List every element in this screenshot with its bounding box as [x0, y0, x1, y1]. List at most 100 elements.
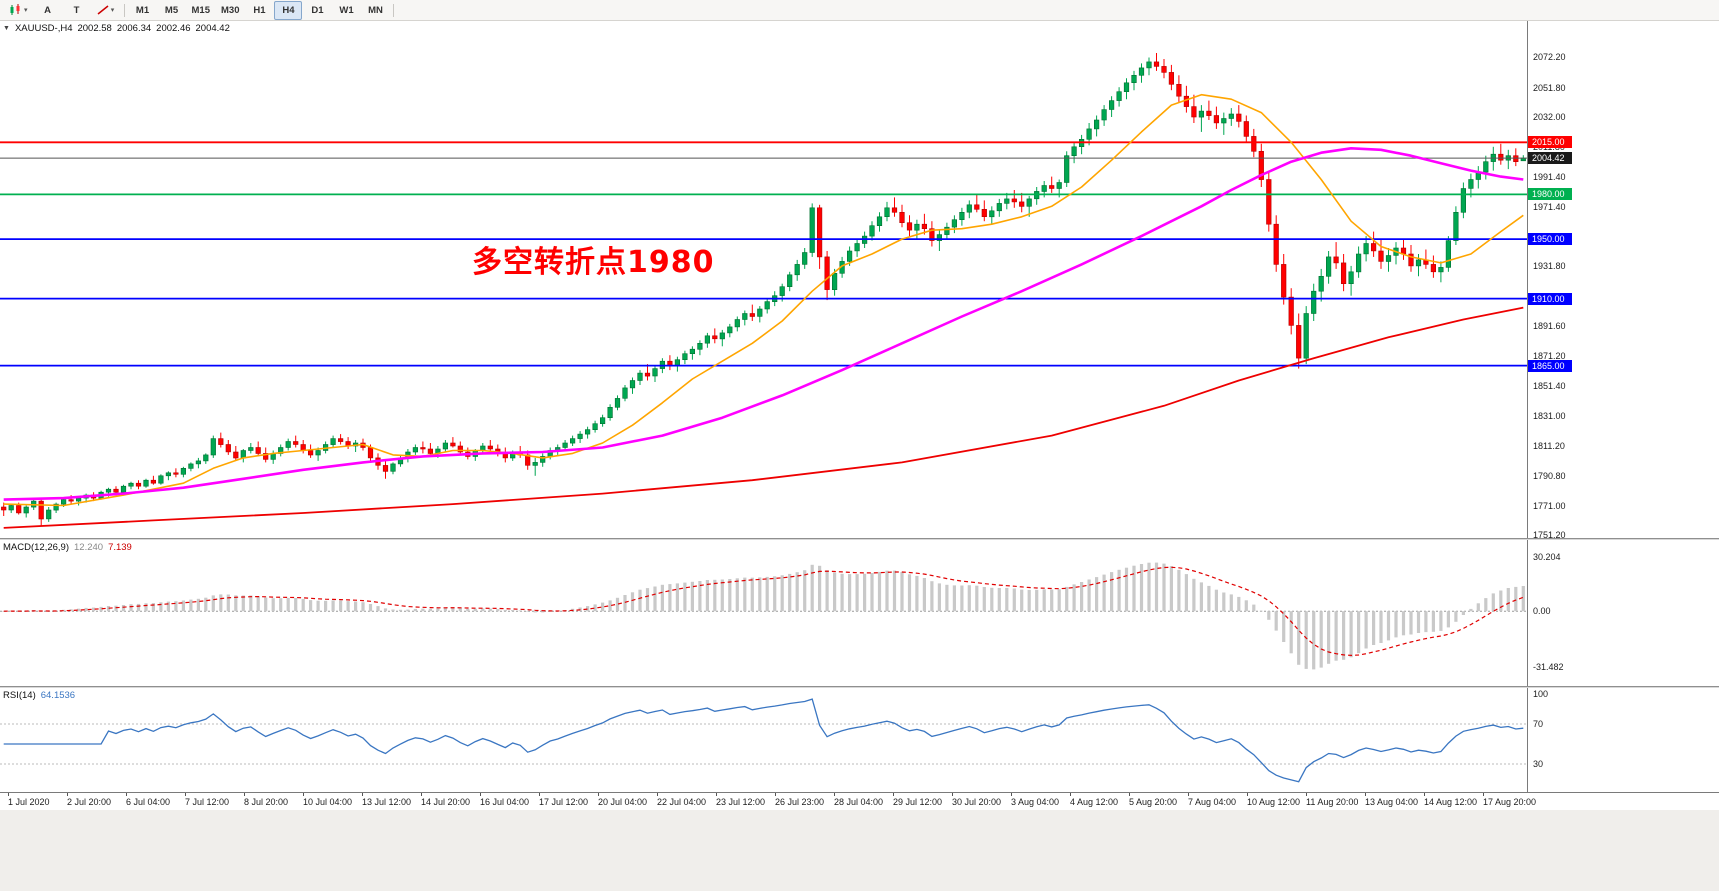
- price-tag-1950.00: 1950.00: [1528, 233, 1572, 245]
- cursor-mode-button[interactable]: A: [34, 1, 62, 20]
- price-axis-label: 2072.20: [1533, 52, 1566, 62]
- macd-axis-label: -31.482: [1533, 662, 1564, 672]
- time-axis-label: 23 Jul 12:00: [716, 797, 766, 807]
- macd-signal-value: 7.139: [108, 542, 132, 553]
- rsi-chart[interactable]: [0, 688, 1527, 792]
- pane-separator-macd[interactable]: [0, 538, 1719, 540]
- time-axis-label: 14 Jul 20:00: [421, 797, 471, 807]
- caret-down-icon: ▾: [110, 7, 115, 14]
- price-axis-label: 1771.00: [1533, 501, 1566, 511]
- time-axis-tick: [185, 793, 186, 796]
- time-axis-label: 22 Jul 04:00: [657, 797, 707, 807]
- time-axis-tick: [1011, 793, 1012, 796]
- time-axis[interactable]: 1 Jul 2020 2 Jul 20:00 6 Jul 04:00 7 Jul 12…: [0, 792, 1719, 810]
- price-axis-label: 1971.40: [1533, 202, 1566, 212]
- timeframe-button-m30[interactable]: M30: [221, 4, 240, 16]
- time-axis-tick: [893, 793, 894, 796]
- candlestick-icon: [10, 4, 20, 15]
- time-axis-tick: [716, 793, 717, 796]
- macd-axis[interactable]: 30.204 0.00 -31.482: [1527, 540, 1719, 686]
- chart-annotation-text[interactable]: 多空转折点1980: [472, 245, 715, 280]
- timeframe-button-m15[interactable]: M15: [191, 4, 210, 16]
- price-axis-label: 1891.60: [1533, 321, 1566, 331]
- time-axis-label: 17 Aug 20:00: [1483, 797, 1537, 807]
- price-axis-label: 1851.40: [1533, 381, 1566, 391]
- time-axis-tick: [1247, 793, 1248, 796]
- rsi-label: RSI(14): [3, 690, 36, 701]
- price-axis-label: 1811.20: [1533, 441, 1565, 451]
- caret-down-icon: ▾: [24, 7, 28, 14]
- time-axis-label: 17 Jul 12:00: [539, 797, 589, 807]
- time-axis-tick: [1365, 793, 1366, 796]
- time-axis-label: 28 Jul 04:00: [834, 797, 884, 807]
- price-axis-label: 1790.80: [1533, 471, 1566, 481]
- timeframe-button-h1[interactable]: H1: [253, 4, 266, 16]
- time-axis-tick: [1483, 793, 1484, 796]
- time-axis-label: 8 Jul 20:00: [244, 797, 289, 807]
- time-axis-tick: [598, 793, 599, 796]
- symbol-info: ▼ XAUUSD-,H4 2002.58 2006.34 2002.46 200…: [3, 23, 230, 34]
- time-axis-label: 4 Aug 12:00: [1070, 797, 1119, 807]
- timeframe-button-m1[interactable]: M1: [135, 4, 150, 16]
- candlestick-chart[interactable]: [0, 21, 1527, 538]
- pane-separator-rsi[interactable]: [0, 686, 1719, 688]
- text-tool-button[interactable]: T: [63, 1, 91, 20]
- time-axis-tick: [244, 793, 245, 796]
- price-axis-label: 1991.40: [1533, 172, 1566, 182]
- macd-pane[interactable]: MACD(12,26,9) 12.240 7.139: [0, 540, 1527, 686]
- timeframe-button-m5[interactable]: M5: [164, 4, 179, 16]
- price-axis-label: 1931.80: [1533, 261, 1566, 271]
- time-axis-label: 6 Jul 04:00: [126, 797, 171, 807]
- macd-chart[interactable]: [0, 540, 1527, 686]
- timeframe-button-mn[interactable]: MN: [368, 4, 383, 16]
- time-axis-tick: [480, 793, 481, 796]
- macd-value: 12.240: [74, 542, 104, 553]
- macd-axis-label: 30.204: [1533, 552, 1561, 562]
- cursor-mode-glyph: A: [44, 4, 51, 16]
- trendline-icon: [97, 5, 109, 15]
- draw-tools-button[interactable]: ▾: [92, 1, 120, 20]
- timeframe-button-h4[interactable]: H4: [274, 0, 303, 20]
- price-tag-1865.00: 1865.00: [1528, 360, 1572, 372]
- time-axis-label: 10 Jul 04:00: [303, 797, 353, 807]
- time-axis-tick: [1129, 793, 1130, 796]
- time-axis-label: 2 Jul 20:00: [67, 797, 112, 807]
- time-axis-label: 14 Aug 12:00: [1424, 797, 1478, 807]
- time-axis-tick: [67, 793, 68, 796]
- collapse-arrow-icon[interactable]: ▼: [3, 25, 10, 32]
- time-axis-label: 16 Jul 04:00: [480, 797, 530, 807]
- time-axis-label: 26 Jul 23:00: [775, 797, 825, 807]
- rsi-pane[interactable]: RSI(14) 64.1536: [0, 688, 1527, 792]
- time-axis-label: 7 Aug 04:00: [1188, 797, 1237, 807]
- time-axis-tick: [657, 793, 658, 796]
- timeframe-button-d1[interactable]: D1: [311, 4, 324, 16]
- macd-axis-label: 0.00: [1533, 606, 1551, 616]
- chart-type-button[interactable]: ▾: [4, 1, 33, 20]
- timeframe-button-w1[interactable]: W1: [339, 4, 354, 16]
- symbol-title: XAUUSD-,H4: [14, 23, 73, 34]
- rsi-info: RSI(14) 64.1536: [3, 690, 75, 701]
- time-axis-label: 13 Aug 04:00: [1365, 797, 1419, 807]
- tool-buttons: ▾ A T ▾: [4, 1, 120, 20]
- price-axis-label: 2051.80: [1533, 83, 1566, 93]
- time-axis-tick: [1070, 793, 1071, 796]
- price-axis[interactable]: 2072.202051.802032.002011.801991.401971.…: [1527, 21, 1719, 538]
- price-tag-1980.00: 1980.00: [1528, 188, 1572, 200]
- ohlc-close: 2004.42: [195, 23, 230, 34]
- price-axis-label: 1831.00: [1533, 411, 1566, 421]
- toolbar-divider-2: [393, 3, 395, 17]
- time-axis-label: 3 Aug 04:00: [1011, 797, 1060, 807]
- price-tag-1910.00: 1910.00: [1528, 293, 1572, 305]
- time-axis-tick: [421, 793, 422, 796]
- text-tool-glyph: T: [73, 4, 80, 16]
- time-axis-tick: [1424, 793, 1425, 796]
- ohlc-open: 2002.58: [77, 23, 112, 34]
- macd-info: MACD(12,26,9) 12.240 7.139: [3, 542, 132, 553]
- window-background: [0, 810, 1719, 891]
- time-axis-tick: [362, 793, 363, 796]
- rsi-axis-label: 70: [1533, 719, 1544, 729]
- time-axis-label: 5 Aug 20:00: [1129, 797, 1178, 807]
- main-chart-pane[interactable]: ▼ XAUUSD-,H4 2002.58 2006.34 2002.46 200…: [0, 21, 1527, 538]
- rsi-axis[interactable]: 100 70 30: [1527, 688, 1719, 792]
- macd-label: MACD(12,26,9): [3, 542, 69, 553]
